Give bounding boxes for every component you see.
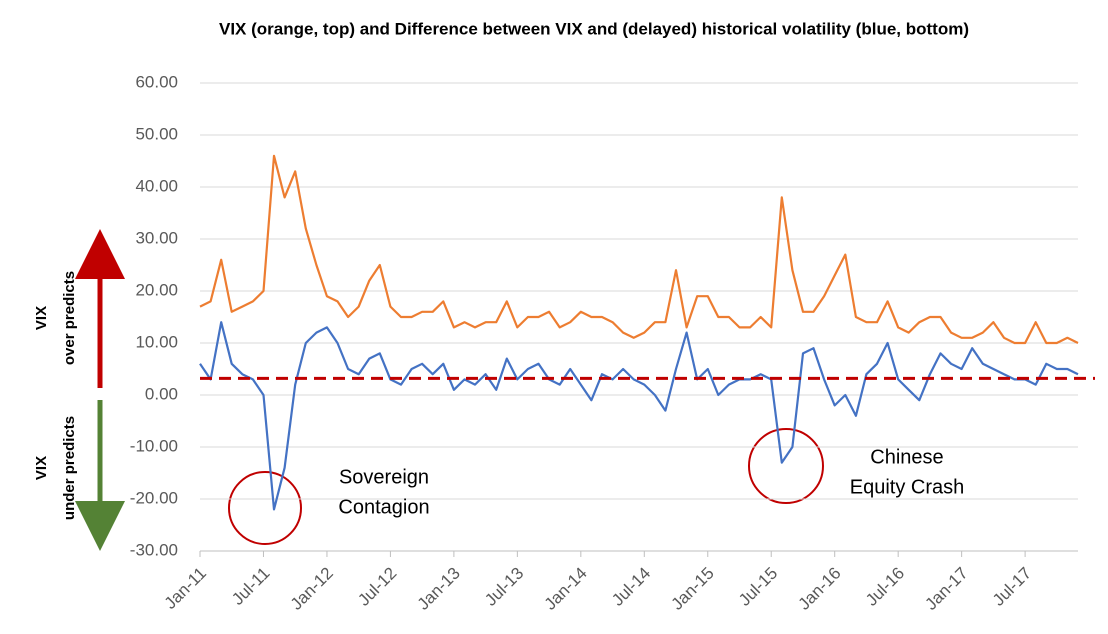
x-tick-label: Jan-11	[161, 564, 210, 613]
y-tick-label: -10.00	[130, 436, 178, 455]
y-tick-label: -20.00	[130, 488, 178, 507]
side-label: under predicts	[61, 416, 78, 520]
y-tick-label: -30.00	[130, 540, 178, 559]
y-tick-label: 30.00	[135, 228, 178, 247]
highlight-circle	[228, 471, 302, 545]
series-line	[199, 321, 1079, 511]
x-tick-label: Jul-13	[481, 564, 527, 610]
annotation: Equity Crash	[850, 476, 965, 498]
x-tick-label: Jul-16	[862, 564, 908, 610]
x-tick-label: Jan-16	[795, 564, 845, 614]
highlight-circle	[748, 428, 824, 504]
y-tick-label: 60.00	[135, 72, 178, 91]
series-line	[199, 154, 1079, 345]
y-tick-label: 50.00	[135, 124, 178, 143]
side-label: over predicts	[61, 271, 78, 365]
y-tick-label: 40.00	[135, 176, 178, 195]
annotation: Chinese	[870, 446, 943, 468]
annotation: Sovereign	[339, 466, 429, 488]
x-tick-label: Jan-14	[541, 564, 591, 614]
x-tick-label: Jan-13	[414, 564, 464, 614]
side-label: VIX	[33, 306, 50, 330]
x-tick-label: Jul-11	[228, 564, 273, 609]
x-tick-label: Jan-17	[921, 564, 971, 614]
x-tick-label: Jan-12	[287, 564, 337, 614]
x-tick-label: Jul-17	[989, 564, 1035, 610]
y-tick-label: 20.00	[135, 280, 178, 299]
chart-title: VIX (orange, top) and Difference between…	[219, 19, 969, 38]
side-label: VIX	[33, 456, 50, 480]
annotation: Contagion	[338, 496, 429, 518]
y-tick-label: 10.00	[135, 332, 178, 351]
x-tick-label: Jul-15	[735, 564, 781, 610]
x-tick-label: Jul-14	[608, 564, 654, 610]
y-tick-label: 0.00	[145, 384, 178, 403]
x-tick-label: Jan-15	[668, 564, 718, 614]
x-tick-label: Jul-12	[354, 564, 400, 610]
